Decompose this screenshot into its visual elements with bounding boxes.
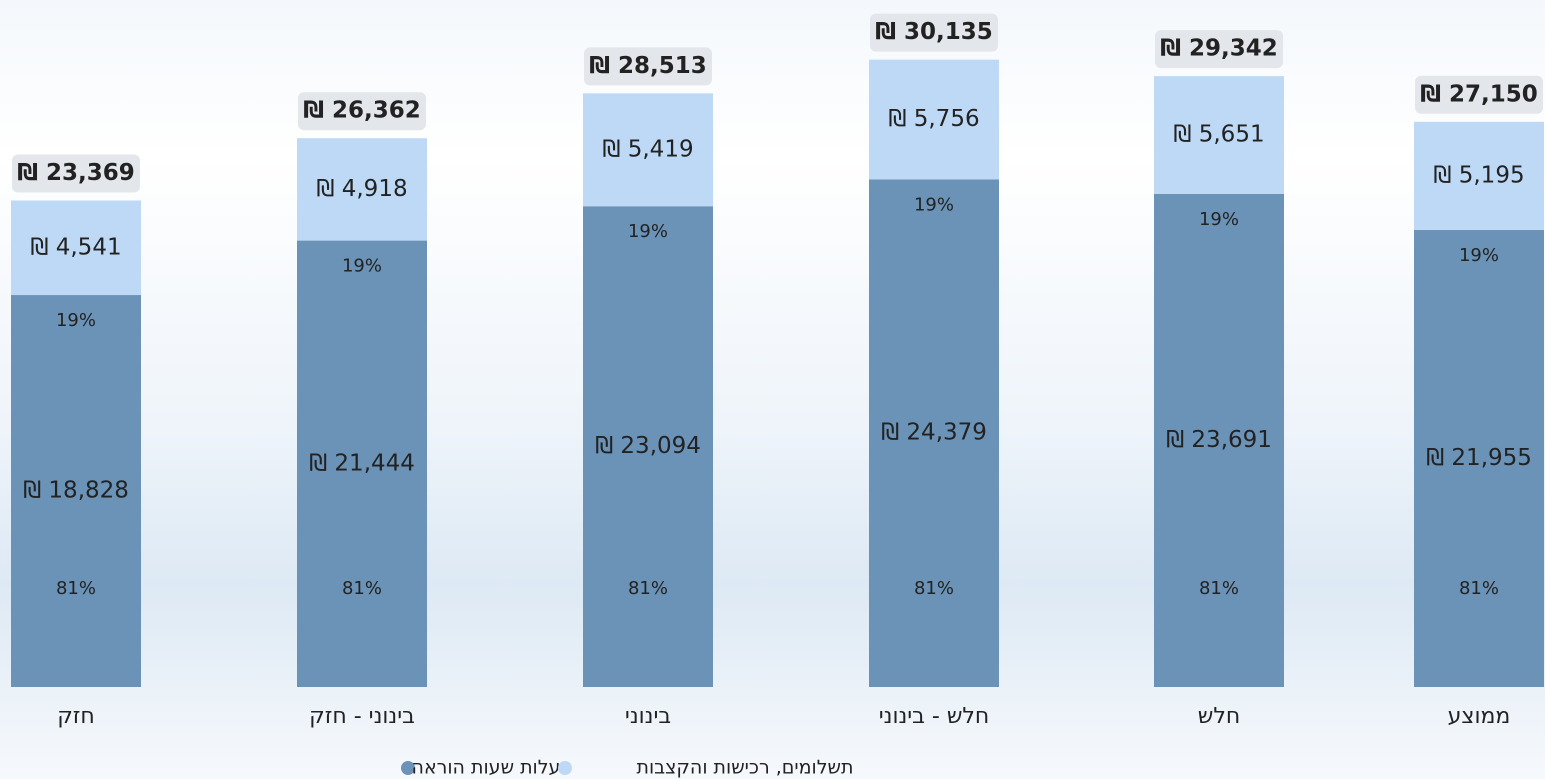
share-label: 81% bbox=[1199, 578, 1239, 599]
bar-segment bbox=[583, 206, 713, 687]
value-label: ₪ 4,918 bbox=[316, 176, 407, 202]
value-label: ₪ 18,828 bbox=[23, 478, 129, 504]
total-box bbox=[12, 154, 140, 193]
bar-segment bbox=[1414, 229, 1544, 687]
total-label: ₪ 29,342 bbox=[1160, 36, 1278, 62]
x-tick-label: בינוני - חזק bbox=[309, 704, 415, 729]
value-label: ₪ 23,094 bbox=[595, 433, 701, 459]
share-label: 19% bbox=[1199, 209, 1239, 230]
share-label: 81% bbox=[914, 578, 954, 599]
value-label: ₪ 24,379 bbox=[881, 420, 987, 446]
legend-marker bbox=[558, 761, 572, 775]
share-label: 19% bbox=[628, 221, 668, 242]
legend: עלות שעות הוראה תשלומים, רכישות והקצבות bbox=[401, 757, 853, 779]
bar-segment bbox=[1154, 193, 1284, 687]
x-tick-label: חזק bbox=[57, 704, 95, 729]
share-label: 81% bbox=[1459, 578, 1499, 599]
total-box bbox=[298, 92, 426, 131]
share-label: 81% bbox=[342, 578, 382, 599]
bar-segment bbox=[11, 295, 141, 687]
bar-segment bbox=[869, 59, 999, 180]
value-label: ₪ 21,444 bbox=[309, 450, 415, 476]
legend-marker bbox=[401, 761, 415, 775]
bar-segment bbox=[1414, 121, 1544, 230]
value-label: ₪ 5,651 bbox=[1173, 121, 1264, 147]
share-label: 19% bbox=[914, 194, 954, 215]
value-label: ₪ 21,955 bbox=[1426, 445, 1532, 471]
legend-label: תשלומים, רכישות והקצבות bbox=[637, 757, 854, 779]
share-label: 81% bbox=[628, 578, 668, 599]
bar-segment bbox=[11, 200, 141, 296]
bar-segment bbox=[583, 93, 713, 207]
total-label: ₪ 26,362 bbox=[303, 98, 421, 124]
value-label: ₪ 5,756 bbox=[888, 106, 979, 132]
x-tick-label: ממוצע bbox=[1448, 704, 1511, 729]
bar-segment bbox=[869, 179, 999, 687]
total-label: ₪ 28,513 bbox=[589, 53, 707, 79]
value-label: ₪ 5,419 bbox=[602, 136, 693, 162]
value-label: ₪ 5,195 bbox=[1433, 162, 1524, 188]
share-label: 19% bbox=[1459, 245, 1499, 266]
value-label: ₪ 23,691 bbox=[1166, 427, 1272, 453]
total-box bbox=[584, 47, 712, 86]
total-label: ₪ 30,135 bbox=[875, 19, 993, 45]
total-box bbox=[1155, 30, 1283, 69]
x-tick-label: חלש - בינוני bbox=[879, 704, 990, 729]
x-tick-label: בינוני bbox=[625, 704, 671, 729]
total-box bbox=[870, 13, 998, 52]
x-tick-label: חלש bbox=[1198, 704, 1240, 729]
legend-label: עלות שעות הוראה bbox=[412, 757, 561, 779]
total-box bbox=[1415, 75, 1543, 114]
bar-segment bbox=[1154, 76, 1284, 194]
total-label: ₪ 27,150 bbox=[1420, 81, 1538, 107]
value-label: ₪ 4,541 bbox=[30, 234, 121, 260]
bar-segment bbox=[297, 240, 427, 688]
bar-segment bbox=[297, 138, 427, 241]
share-label: 81% bbox=[56, 578, 96, 599]
share-label: 19% bbox=[56, 310, 96, 331]
total-label: ₪ 23,369 bbox=[17, 160, 135, 186]
share-label: 19% bbox=[342, 256, 382, 277]
